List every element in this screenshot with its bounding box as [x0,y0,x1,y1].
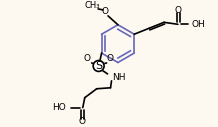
Text: HO: HO [52,103,66,112]
Text: O: O [79,117,86,126]
Text: NH: NH [112,73,126,82]
Text: O: O [102,7,109,16]
Text: S: S [95,61,102,71]
Text: O: O [106,53,113,62]
Text: OH: OH [192,20,206,29]
Text: CH₃: CH₃ [84,1,100,10]
Text: O: O [83,53,90,62]
Text: O: O [175,6,182,15]
Circle shape [93,60,104,71]
